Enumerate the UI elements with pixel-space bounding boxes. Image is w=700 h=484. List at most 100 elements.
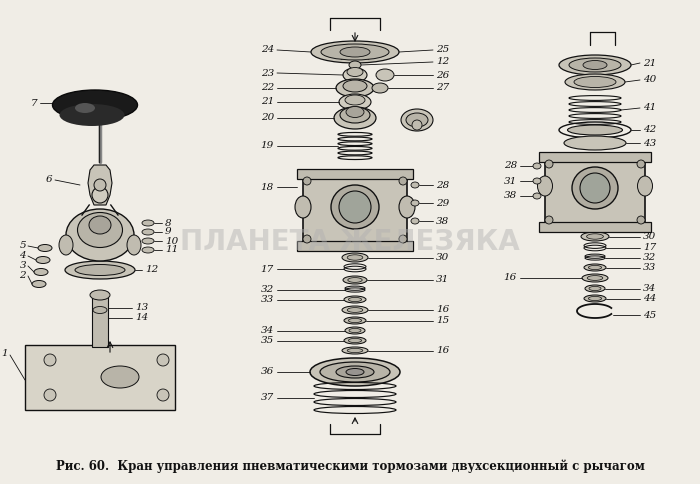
Text: 32: 32 xyxy=(260,286,274,294)
Text: 31: 31 xyxy=(436,275,449,285)
Circle shape xyxy=(580,173,610,203)
Text: 6: 6 xyxy=(46,176,52,184)
Ellipse shape xyxy=(372,83,388,93)
Ellipse shape xyxy=(346,106,364,118)
Text: 38: 38 xyxy=(504,192,517,200)
Ellipse shape xyxy=(142,220,154,226)
Text: 16: 16 xyxy=(436,305,449,315)
Ellipse shape xyxy=(78,212,122,247)
Text: 11: 11 xyxy=(165,245,178,255)
Ellipse shape xyxy=(559,55,631,75)
Text: 38: 38 xyxy=(436,216,449,226)
Text: 40: 40 xyxy=(643,76,657,85)
Ellipse shape xyxy=(347,348,363,353)
Text: 42: 42 xyxy=(643,125,657,135)
Ellipse shape xyxy=(93,306,107,314)
Text: 2: 2 xyxy=(20,272,26,281)
Text: 21: 21 xyxy=(643,59,657,67)
Ellipse shape xyxy=(331,185,379,229)
Ellipse shape xyxy=(142,229,154,235)
Ellipse shape xyxy=(533,193,541,199)
Ellipse shape xyxy=(142,238,154,244)
Text: 25: 25 xyxy=(436,45,449,55)
Text: 16: 16 xyxy=(436,346,449,355)
Text: 4: 4 xyxy=(20,252,26,260)
Ellipse shape xyxy=(334,107,376,129)
Text: 28: 28 xyxy=(504,162,517,170)
Ellipse shape xyxy=(533,163,541,169)
Text: 26: 26 xyxy=(436,71,449,79)
Ellipse shape xyxy=(340,47,370,57)
Text: 16: 16 xyxy=(504,273,517,283)
Ellipse shape xyxy=(345,327,365,334)
Ellipse shape xyxy=(411,182,419,188)
Ellipse shape xyxy=(638,176,652,196)
Ellipse shape xyxy=(340,107,370,123)
Bar xyxy=(92,295,108,347)
Ellipse shape xyxy=(572,167,618,209)
Ellipse shape xyxy=(564,136,626,150)
Ellipse shape xyxy=(75,103,95,113)
Ellipse shape xyxy=(348,278,362,282)
Ellipse shape xyxy=(401,109,433,131)
Ellipse shape xyxy=(347,255,363,260)
Circle shape xyxy=(157,354,169,366)
Text: 19: 19 xyxy=(260,141,274,151)
Circle shape xyxy=(545,216,553,224)
Text: 23: 23 xyxy=(260,69,274,77)
Circle shape xyxy=(412,120,422,130)
Ellipse shape xyxy=(320,362,390,382)
Bar xyxy=(545,158,645,226)
Bar xyxy=(539,152,651,162)
Text: 30: 30 xyxy=(436,253,449,262)
Text: 35: 35 xyxy=(260,336,274,345)
Ellipse shape xyxy=(589,296,601,301)
Text: 13: 13 xyxy=(135,303,148,313)
Ellipse shape xyxy=(32,281,46,287)
Ellipse shape xyxy=(60,104,125,126)
Circle shape xyxy=(94,179,106,191)
Ellipse shape xyxy=(587,275,603,280)
Circle shape xyxy=(92,187,108,203)
Ellipse shape xyxy=(587,234,603,239)
Ellipse shape xyxy=(406,113,428,127)
Text: 3: 3 xyxy=(20,261,26,271)
Ellipse shape xyxy=(38,244,52,252)
Circle shape xyxy=(545,160,553,168)
Ellipse shape xyxy=(344,337,366,344)
Ellipse shape xyxy=(411,218,419,224)
Text: 34: 34 xyxy=(260,326,274,335)
Ellipse shape xyxy=(66,209,134,261)
Text: 7: 7 xyxy=(30,99,37,107)
Ellipse shape xyxy=(127,235,141,255)
Text: 12: 12 xyxy=(145,266,158,274)
Circle shape xyxy=(637,160,645,168)
Ellipse shape xyxy=(75,264,125,275)
Text: 33: 33 xyxy=(260,295,274,304)
Ellipse shape xyxy=(584,295,606,302)
Ellipse shape xyxy=(538,176,552,196)
Ellipse shape xyxy=(343,80,367,92)
Ellipse shape xyxy=(346,368,364,376)
Text: 5: 5 xyxy=(20,242,26,251)
Ellipse shape xyxy=(349,61,361,69)
Ellipse shape xyxy=(344,317,366,324)
Circle shape xyxy=(339,191,371,223)
Ellipse shape xyxy=(574,76,616,88)
Ellipse shape xyxy=(321,44,389,60)
Text: 9: 9 xyxy=(165,227,172,237)
Text: 22: 22 xyxy=(260,84,274,92)
Text: 21: 21 xyxy=(260,97,274,106)
Ellipse shape xyxy=(310,358,400,386)
Text: 8: 8 xyxy=(165,218,172,227)
Text: 30: 30 xyxy=(643,232,657,241)
Ellipse shape xyxy=(347,308,363,312)
Bar xyxy=(297,169,413,179)
Ellipse shape xyxy=(89,216,111,234)
Text: 20: 20 xyxy=(260,114,274,122)
Ellipse shape xyxy=(582,274,608,282)
Ellipse shape xyxy=(585,285,605,292)
Ellipse shape xyxy=(342,347,368,354)
Ellipse shape xyxy=(581,232,609,241)
Ellipse shape xyxy=(342,253,368,262)
